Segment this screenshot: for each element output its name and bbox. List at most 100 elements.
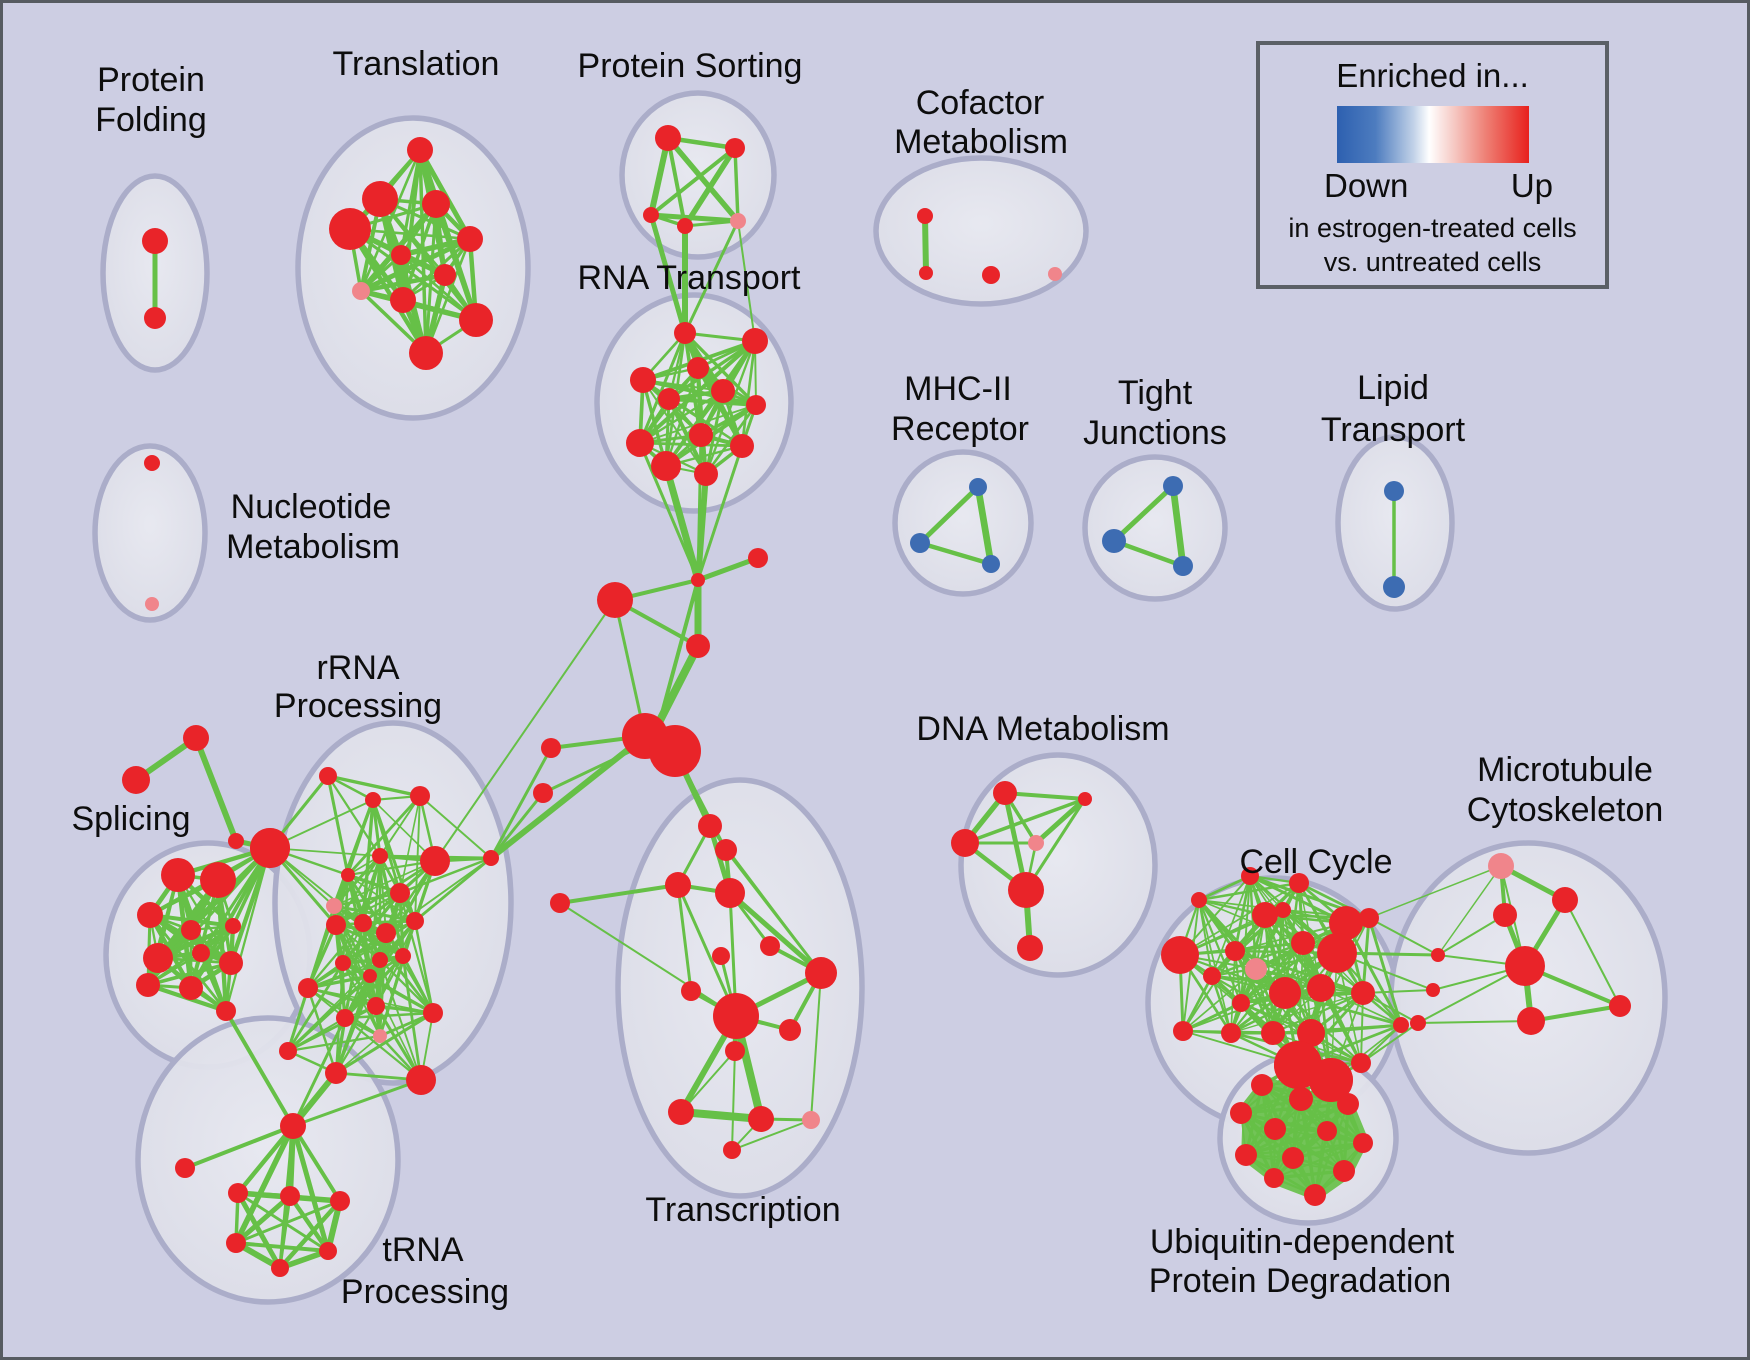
network-node-red: [1505, 946, 1545, 986]
legend-box: Enriched in... Down Up in estrogen-treat…: [1256, 41, 1609, 289]
network-edge: [286, 986, 310, 1053]
network-edge: [358, 236, 473, 294]
network-edge: [1181, 974, 1214, 1033]
network-node-red: [665, 872, 691, 898]
network-edge: [1437, 865, 1502, 956]
network-node-red: [550, 893, 570, 913]
network-node-red: [391, 245, 411, 265]
network-edge: [1239, 1111, 1365, 1145]
network-node-red: [1291, 931, 1315, 955]
network-edge: [419, 795, 492, 859]
network-node-red: [917, 208, 933, 224]
cluster-ellipse-cofactor-metabolism: [873, 155, 1089, 307]
network-edge: [974, 483, 995, 568]
network-edge: [1239, 941, 1305, 1005]
cluster-label-rrna-processing: Processing: [274, 687, 442, 725]
network-node-red: [365, 792, 381, 808]
network-edge: [398, 856, 493, 895]
network-node-red: [712, 947, 730, 965]
network-node-blue: [1163, 476, 1183, 496]
network-node-red: [1552, 887, 1578, 913]
network-node-red: [715, 878, 745, 908]
network-node-red: [597, 582, 633, 618]
network-edge: [361, 921, 435, 1015]
network-node-red: [216, 1001, 236, 1021]
network-node-red: [1251, 1074, 1273, 1096]
network-node-red: [1221, 1023, 1241, 1043]
network-node-pink: [1488, 853, 1514, 879]
network-edge: [399, 795, 421, 894]
network-edge: [1368, 917, 1439, 956]
network-edge: [1211, 875, 1251, 977]
network-node-red: [280, 1113, 306, 1139]
network-node-red: [748, 1106, 774, 1132]
network-node-red: [1261, 1021, 1285, 1045]
cluster-ellipse-mhc-ii-receptor: [892, 449, 1034, 597]
network-node-red: [143, 943, 173, 973]
network-node-red: [200, 862, 236, 898]
network-node-red: [748, 548, 768, 568]
network-edge: [1244, 1141, 1365, 1157]
cluster-label-transcription: Transcription: [645, 1191, 840, 1229]
network-edge: [1319, 986, 1363, 1065]
network-edge: [1198, 899, 1304, 944]
network-edge: [695, 555, 761, 583]
network-node-red: [1351, 1053, 1371, 1073]
cluster-label-microtubule-cytoskeleton: Cytoskeleton: [1467, 791, 1664, 829]
legend-title: Enriched in...: [1336, 57, 1529, 94]
cluster-label-tight-junctions: Junctions: [1083, 414, 1227, 452]
network-edge: [1024, 797, 1087, 892]
cluster-label-cofactor-metabolism: Cofactor: [916, 84, 1045, 122]
network-node-red: [1191, 892, 1207, 908]
network-node-blue: [910, 533, 930, 553]
network-edge: [306, 923, 338, 990]
network-node-red: [228, 1183, 248, 1203]
network-edge: [648, 212, 688, 336]
network-edge: [665, 135, 741, 224]
cluster-label-protein-folding: Protein: [97, 61, 205, 99]
cluster-label-translation: Translation: [333, 45, 500, 83]
network-node-red: [1008, 872, 1044, 908]
network-edge: [326, 774, 422, 798]
network-node-red: [1232, 994, 1250, 1012]
network-node-blue: [1173, 556, 1193, 576]
network-edge: [727, 890, 824, 976]
network-edge: [1361, 916, 1371, 995]
cluster-label-tight-junctions: Tight: [1118, 374, 1193, 412]
network-edge: [233, 1193, 293, 1246]
network-node-red: [630, 367, 656, 393]
network-edge: [332, 904, 417, 923]
network-node-red: [279, 1042, 297, 1060]
cluster-label-cofactor-metabolism: Metabolism: [894, 123, 1068, 161]
network-edge: [306, 974, 372, 990]
network-edge: [379, 955, 404, 1037]
network-edge: [1003, 791, 1087, 801]
network-edge: [306, 921, 365, 990]
network-edge: [1229, 941, 1305, 1035]
network-edge: [1244, 1129, 1329, 1157]
network-edge: [1310, 917, 1370, 1034]
network-edge: [613, 598, 647, 738]
network-edge: [277, 1198, 343, 1271]
network-edge: [1198, 899, 1213, 977]
network-node-pink: [373, 1029, 387, 1043]
network-node-red: [330, 1191, 350, 1211]
network-edge: [1564, 899, 1621, 1007]
network-node-red: [658, 388, 680, 410]
network-edge: [1417, 1020, 1532, 1024]
network-node-red: [372, 848, 388, 864]
network-node-blue: [1384, 481, 1404, 501]
network-node-red: [483, 850, 499, 866]
network-edge: [286, 1004, 378, 1053]
network-edge: [683, 219, 740, 335]
nodes-layer: [122, 125, 1631, 1277]
network-node-pink: [326, 898, 342, 914]
network-edge: [1360, 1022, 1419, 1064]
network-edge: [662, 462, 702, 584]
network-node-red: [1309, 1058, 1353, 1102]
cluster-label-trna-processing: Processing: [341, 1273, 509, 1311]
network-node-red: [175, 1158, 195, 1178]
network-edge: [1309, 1023, 1403, 1035]
network-node-red: [715, 839, 737, 861]
